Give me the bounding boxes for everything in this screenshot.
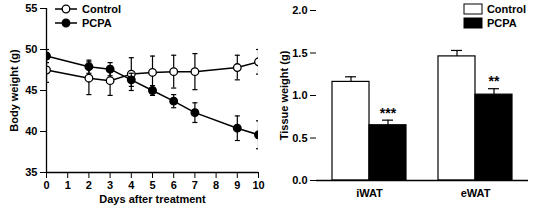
svg-text:50: 50 xyxy=(25,43,37,55)
svg-text:6: 6 xyxy=(171,179,177,191)
html-text:Control: Control xyxy=(82,3,122,15)
svg-text:0: 0 xyxy=(43,179,49,191)
svg-text:1: 1 xyxy=(65,179,71,191)
svg-text:8: 8 xyxy=(213,179,219,191)
svg-text:45: 45 xyxy=(25,84,37,96)
svg-text:0.5: 0.5 xyxy=(292,132,307,144)
svg-text:eWAT: eWAT xyxy=(461,187,491,199)
svg-text:1.0: 1.0 xyxy=(292,89,307,101)
html-text:PCPA: PCPA xyxy=(486,17,517,29)
svg-text:7: 7 xyxy=(192,179,198,191)
svg-text:Body weight (g): Body weight (g) xyxy=(8,49,20,132)
svg-text:4: 4 xyxy=(128,179,135,191)
svg-text:**: ** xyxy=(489,73,500,89)
svg-text:iWAT: iWAT xyxy=(356,187,383,199)
svg-text:2: 2 xyxy=(86,179,92,191)
html-text:Control: Control xyxy=(486,3,526,15)
svg-text:3: 3 xyxy=(107,179,113,191)
svg-text:2.0: 2.0 xyxy=(292,4,307,16)
svg-text:0.0: 0.0 xyxy=(292,174,307,186)
svg-text:1.5: 1.5 xyxy=(292,47,307,59)
svg-text:Tissue weight (g): Tissue weight (g) xyxy=(278,50,290,140)
svg-text:55: 55 xyxy=(25,2,37,14)
svg-text:Days after treatment: Days after treatment xyxy=(99,193,206,205)
svg-text:***: *** xyxy=(380,105,397,121)
svg-text:5: 5 xyxy=(149,179,155,191)
svg-text:9: 9 xyxy=(234,179,240,191)
html-text:PCPA: PCPA xyxy=(82,17,112,29)
svg-text:35: 35 xyxy=(25,166,37,178)
svg-text:40: 40 xyxy=(25,125,37,137)
svg-text:10: 10 xyxy=(252,179,264,191)
